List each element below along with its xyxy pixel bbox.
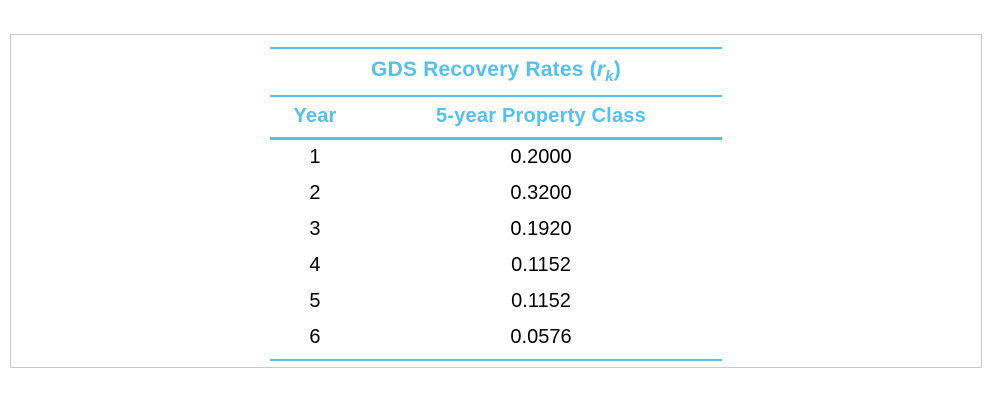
rate-cell: 0.1152 [511,254,571,277]
rate-cell: 0.1920 [510,218,572,241]
year-cell: 1 [309,146,321,169]
title-variable-r: r [596,58,606,81]
rate-cell: 0.0576 [359,320,722,362]
table-row: 5 0.1152 [270,284,722,320]
column-header-property-class: 5-year Property Class [359,96,722,141]
year-cell: 6 [269,320,360,362]
rate-cell: 0.2000 [510,146,572,169]
table-row: 6 0.0576 [269,320,722,362]
table-frame: GDS Recovery Rates (rk) Year 5-year Prop… [10,34,982,368]
gds-recovery-rates-table: GDS Recovery Rates (rk) Year 5-year Prop… [269,46,722,362]
rate-cell: 0.1152 [511,290,571,313]
header-row: Year 5-year Property Class [269,96,722,141]
table-row: 4 0.1152 [270,248,722,284]
year-cell: 2 [309,182,321,205]
table-row: 1 0.2000 [270,139,722,177]
title-row: GDS Recovery Rates (rk) [269,46,722,98]
title-text: GDS Recovery Rates ( [371,58,597,81]
title-close-paren: ) [613,58,621,81]
year-cell: 5 [309,290,321,313]
table-row: 3 0.1920 [270,212,722,248]
column-header-year: Year [269,96,360,141]
year-cell: 4 [309,254,321,277]
year-cell: 3 [309,218,321,241]
title-subscript-k: k [605,68,614,86]
table-row: 2 0.3200 [270,176,722,212]
table-title: GDS Recovery Rates (rk) [269,46,722,98]
rate-cell: 0.3200 [510,182,572,205]
